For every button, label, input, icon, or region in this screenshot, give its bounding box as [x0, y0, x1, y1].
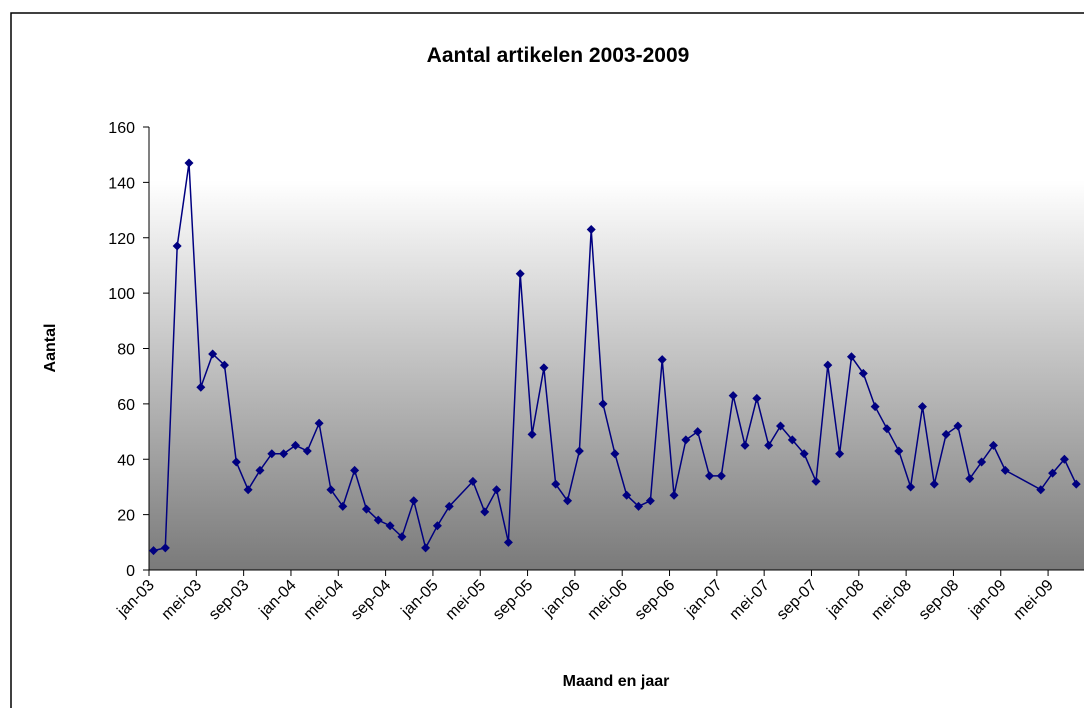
data-point-marker — [385, 521, 395, 531]
data-point-marker — [255, 465, 265, 475]
x-axis-title: Maand en jaar — [563, 673, 670, 690]
data-point-marker — [243, 485, 253, 495]
data-point-marker — [823, 360, 833, 370]
data-point-marker — [172, 241, 182, 251]
data-point-marker — [196, 382, 206, 392]
data-point-marker — [338, 501, 348, 511]
data-point-marker — [906, 482, 916, 492]
data-point-marker — [787, 435, 797, 445]
data-point-marker — [350, 465, 360, 475]
data-point-marker — [917, 402, 927, 412]
data-point-marker — [527, 429, 537, 439]
y-tick-label: 100 — [108, 286, 135, 303]
data-point-marker — [432, 521, 442, 531]
data-point-marker — [965, 474, 975, 484]
data-point-marker — [290, 440, 300, 450]
data-point-marker — [1059, 454, 1069, 464]
data-point-marker — [977, 457, 987, 467]
data-point-marker — [219, 360, 229, 370]
data-point-marker — [480, 507, 490, 517]
data-point-marker — [492, 485, 502, 495]
plot-area — [149, 127, 1084, 570]
data-point-marker — [681, 435, 691, 445]
data-point-marker — [279, 449, 289, 459]
data-point-marker — [231, 457, 241, 467]
data-point-marker — [953, 421, 963, 431]
y-tick-label: 20 — [117, 508, 135, 525]
data-point-marker — [622, 490, 632, 500]
data-point-marker — [657, 355, 667, 365]
data-point-marker — [551, 479, 561, 489]
y-axis-ticks: 0 20 40 60 80 100 120 140 160 — [108, 120, 149, 580]
data-point-marker — [160, 543, 170, 553]
data-point-marker — [645, 496, 655, 506]
data-point-marker — [326, 485, 336, 495]
y-tick-label: 140 — [108, 175, 135, 192]
data-point-marker — [397, 532, 407, 542]
data-point-marker — [574, 446, 584, 456]
y-tick-label: 60 — [117, 397, 135, 414]
data-point-marker — [799, 449, 809, 459]
data-point-marker — [314, 418, 324, 428]
y-tick-label: 120 — [108, 231, 135, 248]
y-tick-label: 160 — [108, 120, 135, 137]
data-point-marker — [149, 546, 158, 556]
data-point-marker — [882, 424, 892, 434]
y-tick-label: 0 — [126, 563, 135, 580]
data-point-marker — [610, 449, 620, 459]
data-point-marker — [858, 368, 868, 378]
data-point-marker — [894, 446, 904, 456]
data-point-marker — [373, 515, 383, 525]
data-point-marker — [563, 496, 573, 506]
data-point-marker — [444, 501, 454, 511]
data-point-marker — [503, 537, 513, 547]
y-axis-title: Aantal — [42, 324, 59, 373]
data-point-marker — [586, 224, 596, 234]
data-point-marker — [1071, 479, 1081, 489]
y-tick-label: 80 — [117, 342, 135, 359]
data-point-marker — [208, 349, 218, 359]
y-tick-label: 40 — [117, 452, 135, 469]
data-point-marker — [598, 399, 608, 409]
series-articles — [149, 158, 1081, 556]
data-point-marker — [634, 501, 644, 511]
data-point-marker — [716, 471, 726, 481]
data-point-marker — [693, 427, 703, 437]
data-point-marker — [870, 402, 880, 412]
data-point-marker — [752, 393, 762, 403]
data-point-marker — [421, 543, 431, 553]
data-point-marker — [740, 440, 750, 450]
data-point-marker — [302, 446, 312, 456]
data-point-marker — [1036, 485, 1046, 495]
data-point-marker — [515, 269, 525, 279]
data-point-marker — [705, 471, 715, 481]
data-point-marker — [835, 449, 845, 459]
data-point-marker — [539, 363, 549, 373]
data-point-marker — [184, 158, 194, 168]
data-point-marker — [941, 429, 951, 439]
data-point-marker — [728, 391, 738, 401]
data-point-marker — [775, 421, 785, 431]
data-point-marker — [361, 504, 371, 514]
data-point-marker — [409, 496, 419, 506]
data-point-marker — [468, 476, 478, 486]
data-point-marker — [929, 479, 939, 489]
data-point-marker — [1048, 468, 1058, 478]
data-point-marker — [811, 476, 821, 486]
data-point-marker — [669, 490, 679, 500]
data-point-marker — [988, 440, 998, 450]
data-point-marker — [267, 449, 277, 459]
series-line — [153, 162, 1077, 552]
data-point-marker — [764, 440, 774, 450]
chart-title: Aantal artikelen 2003-2009 — [427, 44, 690, 67]
data-point-marker — [846, 352, 856, 362]
data-point-marker — [1000, 465, 1010, 475]
